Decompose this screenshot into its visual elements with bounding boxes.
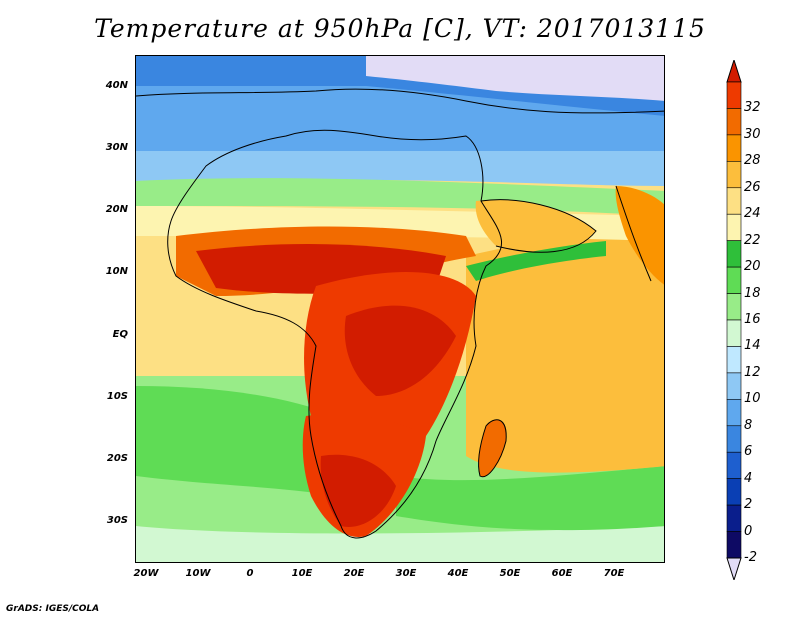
colorbar-swatch xyxy=(726,425,742,453)
colorbar-bottom-arrow xyxy=(726,557,742,582)
colorbar-label: 32 xyxy=(744,100,761,116)
lat-label-eq: EQ xyxy=(112,329,128,340)
colorbar-swatch xyxy=(726,531,742,559)
lat-label-20s: 20S xyxy=(106,453,128,464)
colorbar-label: 20 xyxy=(744,259,761,275)
europe-very-cold xyxy=(366,56,664,101)
colorbar-label: 14 xyxy=(744,338,761,354)
lon-label-40e: 40E xyxy=(447,568,469,579)
lat-label-20n: 20N xyxy=(105,204,128,215)
colorbar-label: 12 xyxy=(744,364,761,380)
temperature-field xyxy=(136,56,664,562)
colorbar-swatch xyxy=(726,134,742,162)
europe-coastline xyxy=(136,88,664,114)
colorbar-swatch xyxy=(726,187,742,215)
footer-credit: GrADS: IGES/COLA xyxy=(6,604,100,614)
colorbar-swatch xyxy=(726,319,742,347)
colorbar-label: 6 xyxy=(744,444,753,460)
colorbar-label: -2 xyxy=(744,550,757,565)
colorbar-swatch xyxy=(726,451,742,479)
south-indian-green xyxy=(396,466,664,531)
lat-label-10n: 10N xyxy=(105,266,128,277)
lon-label-20e: 20E xyxy=(343,568,365,579)
colorbar-label: 4 xyxy=(744,470,753,486)
colorbar-label: 0 xyxy=(744,523,753,539)
india-coastline xyxy=(615,185,652,282)
colorbar-label: 30 xyxy=(744,126,761,142)
africa-coastline xyxy=(167,129,503,539)
indian-ocean-warm xyxy=(466,226,664,473)
temperature-map xyxy=(135,55,665,563)
colorbar-swatch xyxy=(726,108,742,136)
lat-label-10s: 10S xyxy=(106,391,128,402)
madagascar-coastline xyxy=(478,419,507,478)
colorbar-label: 8 xyxy=(744,417,753,433)
india-warm xyxy=(615,186,664,285)
madagascar xyxy=(478,419,507,477)
colorbar-swatch xyxy=(726,240,742,268)
lon-label-50e: 50E xyxy=(499,568,521,579)
southern-ocean-pale xyxy=(136,526,664,562)
colorbar-label: 10 xyxy=(744,391,761,407)
colorbar-swatch xyxy=(726,399,742,427)
colorbar-label: 16 xyxy=(744,312,761,327)
lat-label-40n: 40N xyxy=(105,80,128,91)
colorbar xyxy=(722,58,782,582)
lon-label-0: 0 xyxy=(246,568,254,579)
colorbar-label: 22 xyxy=(744,232,761,248)
colorbar-swatch xyxy=(726,81,742,109)
colorbar-swatch xyxy=(726,293,742,321)
colorbar-label: 18 xyxy=(744,285,761,301)
colorbar-swatch xyxy=(726,504,742,532)
colorbar-swatch xyxy=(726,478,742,506)
arabia-warm xyxy=(475,199,596,253)
lon-label-30e: 30E xyxy=(395,568,417,579)
lat-label-30s: 30S xyxy=(106,515,128,526)
lon-label-10e: 10E xyxy=(291,568,313,579)
arabian-sea-green xyxy=(466,241,606,281)
colorbar-label: 2 xyxy=(744,497,753,513)
colorbar-swatch xyxy=(726,161,742,189)
lon-label-70e: 70E xyxy=(603,568,625,579)
north-africa-cool xyxy=(136,151,664,186)
map-title: Temperature at 950hPa [C], VT: 201701311… xyxy=(94,14,706,43)
lon-label-20w: 20W xyxy=(133,568,159,579)
colorbar-label: 28 xyxy=(744,153,761,169)
coastlines xyxy=(136,88,664,539)
kalahari-very-hot xyxy=(320,454,396,527)
arabia-coastline xyxy=(480,199,597,253)
colorbar-swatch xyxy=(726,213,742,241)
lon-label-60e: 60E xyxy=(551,568,573,579)
lon-label-10w: 10W xyxy=(185,568,211,579)
lat-label-30n: 30N xyxy=(105,142,128,153)
colorbar-label: 24 xyxy=(744,206,761,222)
colorbar-swatch xyxy=(726,346,742,374)
colorbar-swatches xyxy=(726,58,742,582)
colorbar-label: 26 xyxy=(744,179,761,195)
colorbar-swatch xyxy=(726,266,742,294)
colorbar-swatch xyxy=(726,372,742,400)
colorbar-top-arrow xyxy=(726,58,742,83)
congo-very-hot xyxy=(344,305,456,396)
